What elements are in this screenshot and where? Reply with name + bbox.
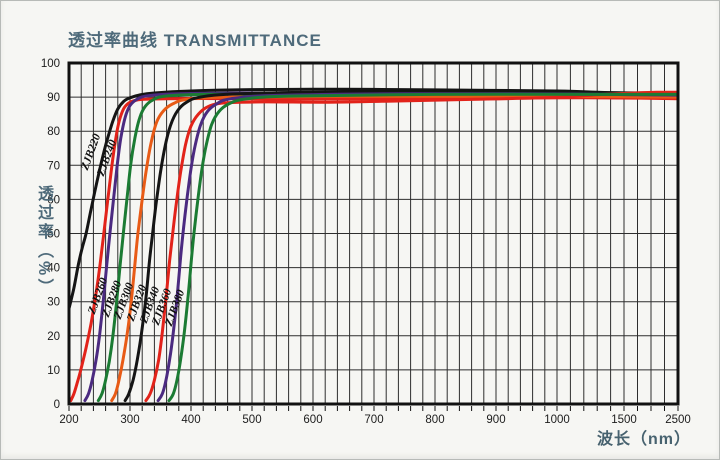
y-tick-label: 80 [47,126,60,138]
curve-ZJB380 [167,92,678,403]
x-tick-label: 600 [303,414,322,426]
y-axis-label: 透过率（%） [35,185,52,298]
x-tick-marks [68,406,679,411]
x-tick-label: 800 [425,414,444,426]
curve-ZJB300 [110,94,678,403]
curve-ZJB360 [156,92,678,403]
x-tick-label: 1000 [544,414,570,426]
gridlines [69,63,678,404]
y-tick-label: 70 [47,160,60,172]
curve-ZJB240 [69,96,678,403]
curves [69,87,678,403]
y-tick-label: 10 [47,365,60,377]
x-tick-label: 300 [120,414,139,426]
plot-frame [67,61,680,406]
y-tick-label: 0 [54,399,60,411]
x-tick-label: 900 [486,414,505,426]
x-tick-label: 1500 [611,414,637,426]
curve-ZJB320 [123,90,678,403]
curve-ZJB260 [83,91,678,403]
tick-labels: 200 300 400 500 600 700 800 900 1000 1500 2500 0 10 2… [41,58,691,426]
x-axis-label: 波长（nm） [597,431,692,448]
x-tick-label: 700 [364,414,383,426]
y-tick-label: 20 [47,331,60,343]
y-tick-label: 90 [47,92,60,104]
y-tick-label: 60 [47,194,60,206]
y-tick-label: 100 [41,58,60,70]
x-tick-label: 400 [181,414,200,426]
chart-title: 透过率曲线 TRANSMITTANCE [68,31,322,50]
curve-ZJB340 [144,90,678,403]
x-tick-label: 500 [242,414,261,426]
y-tick-label: 50 [47,229,60,241]
x-tick-label: 2500 [665,414,691,426]
y-tick-label: 30 [47,297,60,309]
y-tick-label: 40 [47,263,60,275]
x-tick-label: 200 [59,414,78,426]
